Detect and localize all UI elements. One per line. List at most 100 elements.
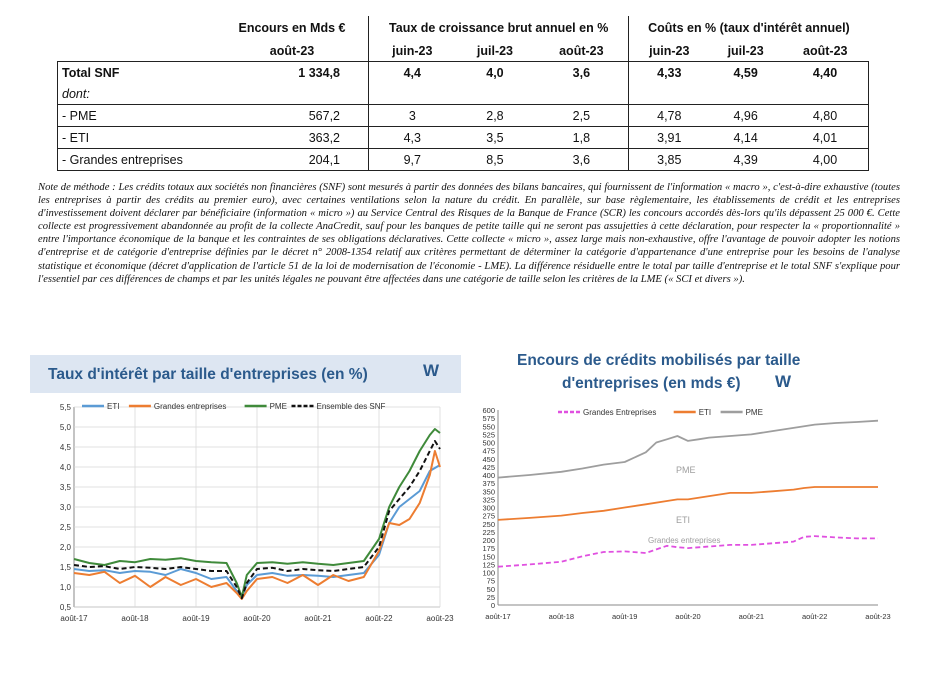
y-tick-label: 525 [482, 430, 495, 439]
y-tick-label: 275 [482, 512, 495, 521]
y-tick-label: 1,5 [60, 563, 72, 572]
subheader-taux-1: juin-23 [367, 40, 456, 62]
chart-title: Taux d'intérêt par taille d'entreprises … [48, 366, 368, 383]
row-couts-1: 4,78 [628, 104, 710, 127]
y-tick-label: 425 [482, 463, 495, 472]
row-taux-3: 2,5 [534, 104, 629, 127]
y-tick-label: 200 [482, 536, 495, 545]
row-encours: 204,1 [216, 148, 369, 171]
y-tick-label: 100 [482, 569, 495, 578]
y-tick-label: 1,0 [60, 583, 72, 592]
y-tick-label: 2,5 [60, 523, 72, 532]
row-label: - ETI [57, 126, 216, 149]
chart-logo-icon: W [775, 372, 792, 391]
row-encours: 363,2 [216, 126, 369, 149]
y-tick-label: 4,0 [60, 463, 72, 472]
row-taux-2: 8,5 [455, 148, 535, 171]
x-tick-label: août-23 [426, 614, 454, 623]
x-tick-label: août-20 [243, 614, 271, 623]
x-tick-label: août-17 [485, 612, 510, 621]
row-taux-3: 3,6 [534, 148, 629, 171]
subheader-couts-2: juil-23 [709, 40, 782, 62]
legend-label: ETI [107, 402, 119, 411]
table-row: dont: [57, 83, 869, 105]
row-taux-3: 1,8 [534, 126, 629, 149]
row-encours: 567,2 [216, 104, 369, 127]
y-tick-label: 475 [482, 447, 495, 456]
row-couts-3 [781, 83, 869, 105]
header-couts: Coûts en % (taux d'intérêt annuel) [628, 16, 869, 40]
x-tick-label: août-22 [365, 614, 393, 623]
table-row: - PME 567,2 3 2,8 2,5 4,78 4,96 4,80 [57, 104, 869, 127]
y-tick-label: 5,5 [60, 403, 72, 412]
row-couts-2: 4,96 [709, 104, 782, 127]
chart-title-line-1: Encours de crédits mobilisés par taille [517, 352, 801, 369]
series-line-eti [73, 464, 441, 598]
table-row: - ETI 363,2 4,3 3,5 1,8 3,91 4,14 4,01 [57, 126, 869, 149]
row-label: Total SNF [57, 61, 216, 83]
row-couts-2: 4,39 [709, 148, 782, 171]
subheader-couts-3: août-23 [781, 40, 869, 62]
subheader-empty [57, 40, 216, 62]
x-tick-label: août-20 [675, 612, 700, 621]
row-couts-3: 4,00 [781, 148, 869, 171]
subheader-encours: août-23 [216, 40, 369, 62]
y-tick-label: 0,5 [60, 603, 72, 612]
row-couts-2: 4,14 [709, 126, 782, 149]
subheader-taux-2: juil-23 [455, 40, 535, 62]
legend-label: Ensemble des SNF [317, 402, 386, 411]
x-tick-label: août-19 [182, 614, 210, 623]
y-tick-label: 250 [482, 520, 495, 529]
interest-rate-plot: 0,5 1,0 1,5 2,0 2,5 3,0 3,5 4,0 4,5 5,0 5,5 août-17… [60, 402, 454, 623]
legend-label: PME [746, 408, 763, 417]
x-tick-label: août-19 [612, 612, 637, 621]
row-couts-1 [628, 83, 710, 105]
header-taux: Taux de croissance brut annuel en % [367, 16, 629, 40]
y-tick-label: 375 [482, 479, 495, 488]
header-encours: Encours en Mds € [238, 21, 346, 35]
legend-label: Grandes Entreprises [583, 408, 656, 417]
series-line-grandes-entreprises [73, 450, 441, 600]
chart-title-line-2: d'entreprises (en mds €) [562, 375, 741, 392]
methodology-note: Note de méthode : Les crédits totaux aux… [38, 182, 900, 285]
x-tick-label: août-22 [802, 612, 827, 621]
row-taux-2: 4,0 [486, 65, 504, 80]
row-couts-3: 4,40 [781, 61, 869, 83]
y-tick-label: 500 [482, 439, 495, 448]
row-encours [216, 83, 369, 105]
outstanding-credit-plot: 0255075100125150175200225250275300325350… [482, 406, 890, 621]
y-tick-label: 225 [482, 528, 495, 537]
x-tick-label: août-21 [739, 612, 764, 621]
annotation-pme: PME [676, 465, 696, 475]
annotation-grandes-entreprises: Grandes entreprises [648, 536, 720, 545]
chart-title-band [30, 355, 461, 393]
row-encours: 1 334,8 [298, 65, 340, 80]
row-couts-2 [709, 83, 782, 105]
chart-logo-icon: W [423, 361, 440, 380]
x-tick-label: août-17 [60, 614, 88, 623]
legend-label: Grandes entreprises [154, 402, 226, 411]
x-tick-label: août-21 [304, 614, 332, 623]
y-tick-label: 150 [482, 552, 495, 561]
row-taux-1: 9,7 [367, 148, 456, 171]
annotation-eti: ETI [676, 515, 690, 525]
row-couts-1: 3,91 [628, 126, 710, 149]
y-tick-label: 125 [482, 560, 495, 569]
series-line-eti [497, 486, 878, 521]
subheader-couts-1: juin-23 [628, 40, 710, 62]
y-tick-label: 4,5 [60, 443, 72, 452]
y-tick-label: 75 [487, 577, 495, 586]
series-line-grandes-entreprises [497, 535, 878, 568]
x-tick-label: août-23 [865, 612, 890, 621]
row-taux-3 [534, 83, 629, 105]
row-couts-3: 4,01 [781, 126, 869, 149]
header-empty [58, 16, 217, 40]
series-line-pme [497, 419, 879, 479]
row-couts-3: 4,80 [781, 104, 869, 127]
legend-label: PME [270, 402, 287, 411]
y-tick-label: 400 [482, 471, 495, 480]
interest-rate-chart: Taux d'intérêt par taille d'entreprises … [30, 345, 461, 635]
y-tick-label: 350 [482, 487, 495, 496]
table-row: - Grandes entreprises 204,1 9,7 8,5 3,6 … [57, 148, 869, 171]
series-line-ensemble-des-snf [73, 440, 441, 600]
